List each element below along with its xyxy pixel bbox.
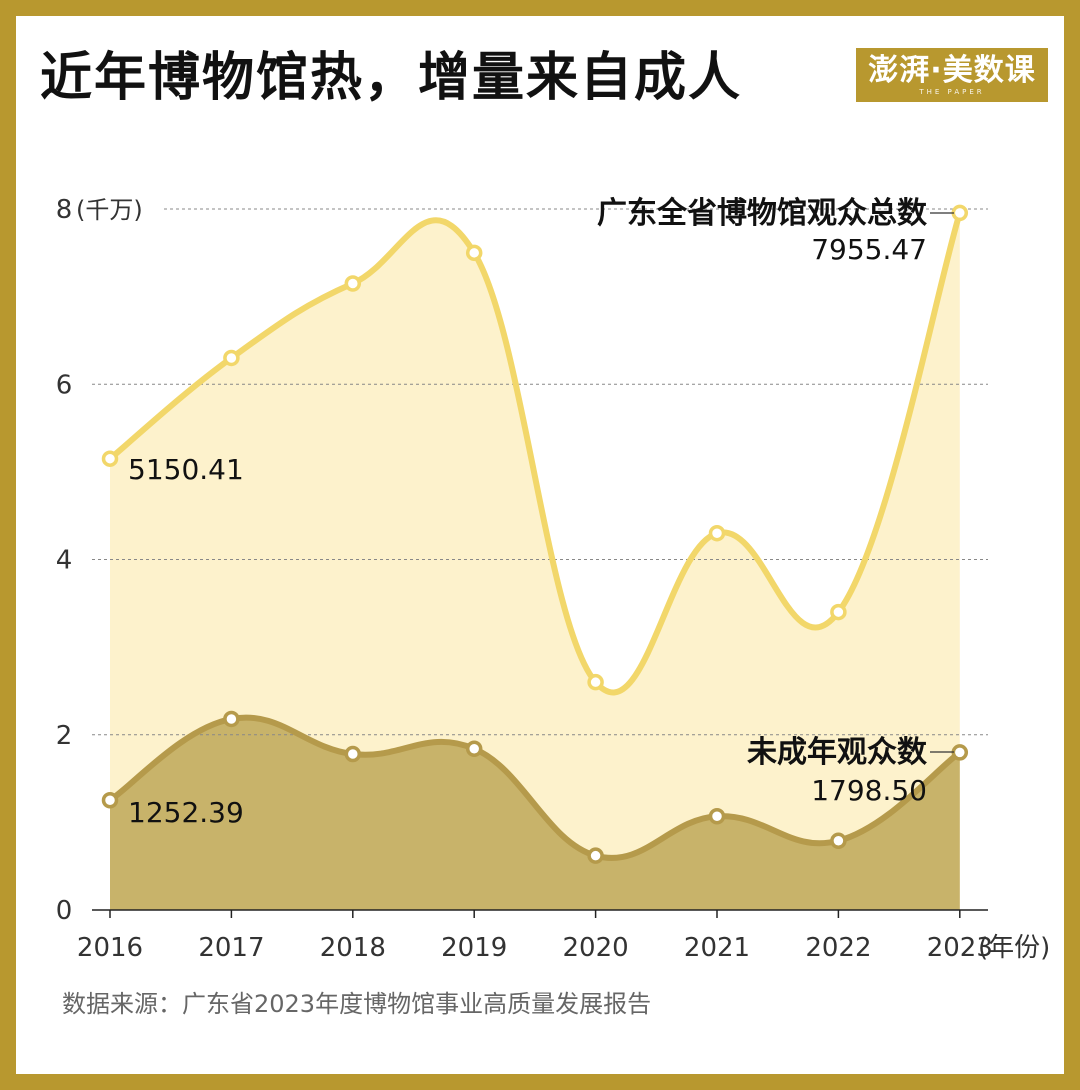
point-series-1-2016	[101, 792, 119, 809]
brand-logo-text: 澎湃·美数课	[868, 52, 1036, 88]
point-series-0-2022	[830, 603, 847, 621]
point-series-1-2020	[587, 847, 604, 864]
y-tick-label-8: 8	[56, 195, 73, 225]
series-line-1	[107, 714, 963, 861]
point-series-1-2022	[830, 832, 847, 850]
series-name-label-1: 未成年观众数	[747, 735, 928, 770]
point-series-0-2016	[101, 450, 119, 467]
value-label-first-1: 1252.39	[128, 796, 244, 829]
x-axis-unit-label: (年份)	[978, 933, 1050, 963]
y-axis-unit-label: (千万)	[76, 196, 143, 224]
x-tick-label-2020: 2020	[563, 933, 629, 963]
point-series-1-2018	[344, 745, 362, 763]
x-tick-label-2022: 2022	[805, 933, 871, 963]
series-name-label-0: 广东全省博物馆观众总数	[597, 196, 928, 231]
point-series-1-2019	[465, 740, 483, 758]
y-tick-label-0: 0	[56, 896, 73, 926]
area-fill-series-0	[110, 212, 960, 910]
area-fill-series-1	[110, 717, 960, 910]
y-tick-label-2: 2	[56, 721, 73, 751]
y-tick-label-6: 6	[56, 370, 73, 400]
point-series-1-2017	[223, 710, 240, 728]
brand-logo: 澎湃·美数课 THE PAPER	[856, 48, 1048, 102]
point-series-0-2019	[465, 244, 483, 262]
value-label-last-0: 7955.47	[811, 233, 927, 266]
point-series-1-2021	[708, 807, 726, 825]
x-tick-label-2018: 2018	[320, 933, 386, 963]
point-series-0-2017	[223, 349, 240, 367]
x-tick-label-2016: 2016	[77, 933, 143, 963]
point-series-0-2018	[344, 275, 362, 292]
chart-title: 近年博物馆热，增量来自成人	[40, 48, 743, 108]
point-series-0-2020	[587, 673, 604, 691]
point-series-1-2023	[951, 744, 969, 761]
x-tick-label-2019: 2019	[441, 933, 507, 963]
brand-logo-subtext: THE PAPER	[919, 87, 985, 96]
data-source: 数据来源：广东省2023年度博物馆事业高质量发展报告	[62, 990, 652, 1018]
point-series-0-2021	[708, 524, 726, 542]
x-tick-label-2023: 2023	[927, 933, 993, 963]
x-tick-label-2021: 2021	[684, 933, 750, 963]
value-label-first-0: 5150.41	[128, 453, 244, 486]
y-tick-label-4: 4	[56, 546, 73, 576]
value-label-last-1: 1798.50	[811, 774, 927, 807]
point-series-0-2023	[951, 204, 969, 222]
x-tick-label-2017: 2017	[198, 933, 264, 963]
